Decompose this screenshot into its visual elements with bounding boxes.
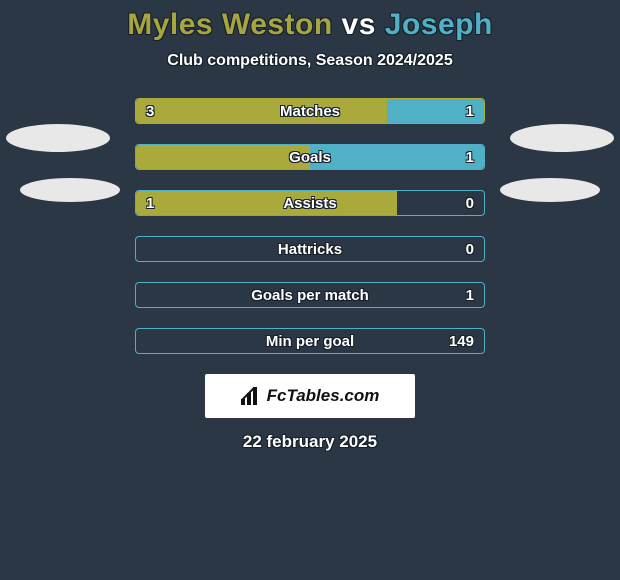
vs-text: vs: [342, 8, 376, 41]
player1-avatar-top: [6, 124, 110, 152]
metric-label: Assists: [136, 191, 484, 215]
player2-name: Joseph: [385, 8, 493, 41]
metric-label: Min per goal: [136, 329, 484, 353]
fctables-badge: FcTables.com: [205, 374, 415, 418]
player1-avatar-bottom: [20, 178, 120, 202]
comparison-row: 10Assists: [135, 190, 485, 216]
player2-avatar-top: [510, 124, 614, 152]
fctables-text: FcTables.com: [267, 386, 380, 406]
date: 22 february 2025: [0, 432, 620, 452]
player1-name: Myles Weston: [127, 8, 333, 41]
metric-label: Goals: [136, 145, 484, 169]
player2-avatar-bottom: [500, 178, 600, 202]
metric-label: Goals per match: [136, 283, 484, 307]
metric-label: Hattricks: [136, 237, 484, 261]
fctables-icon: [241, 387, 263, 405]
comparison-row: 1Goals: [135, 144, 485, 170]
subtitle: Club competitions, Season 2024/2025: [0, 52, 620, 70]
metric-label: Matches: [136, 99, 484, 123]
comparison-row: 149Min per goal: [135, 328, 485, 354]
comparison-row: 1Goals per match: [135, 282, 485, 308]
page-title: Myles Weston vs Joseph: [0, 8, 620, 42]
comparison-rows: 31Matches 1Goals 10Assists 0Hattricks 1Goals…: [135, 98, 485, 354]
comparison-row: 0Hattricks: [135, 236, 485, 262]
comparison-row: 31Matches: [135, 98, 485, 124]
